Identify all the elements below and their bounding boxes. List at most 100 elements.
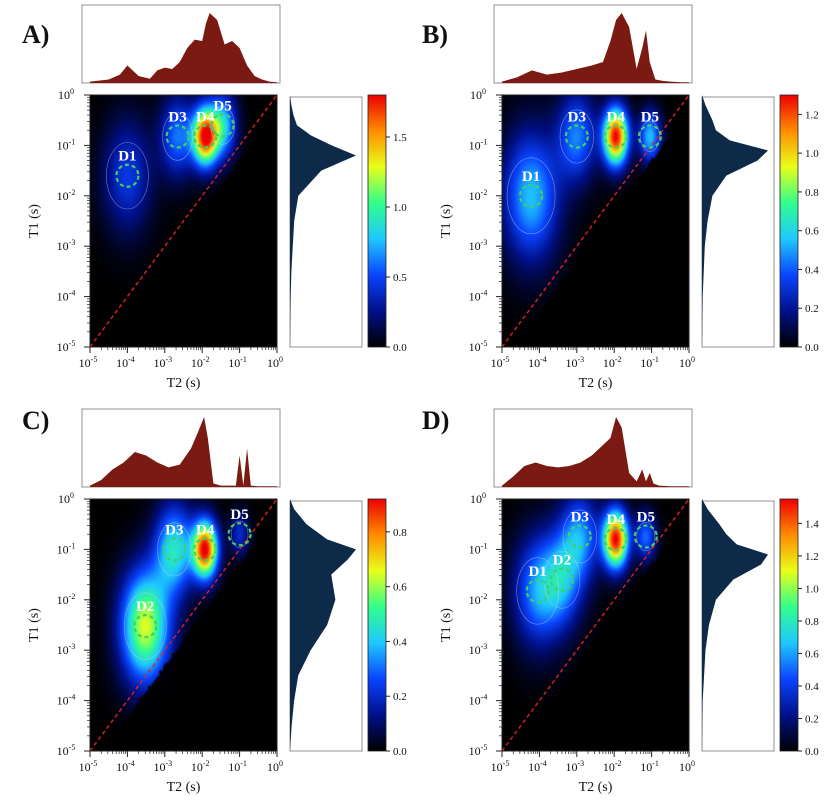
y-tick-label: 10-2 [469,188,488,203]
contour-line [106,142,149,210]
peak-circle-d3 [165,124,190,149]
y-tick-label: 100 [58,87,74,102]
colorbar-tick-label: 1.0 [805,583,819,595]
panel-c: D2 D3 D4 D5 10-5 10-4 10-3 10-2 10-1 100 10-5 10-4 1… [0,404,420,808]
chart-svg: D2 D3 D4 D5 10-5 10-4 10-3 10-2 10-1 100 10-5 10-4 1… [27,408,407,795]
t2-projection-curve [90,417,277,487]
x-tick-label: 10-3 [153,759,172,774]
contour-line [123,592,167,660]
peak-label-d1: D1 [522,169,540,185]
x-axis-label: T2 (s) [579,376,613,391]
colorbar-tick-label: 1.4 [805,518,819,530]
colorbar-tick-label: 0.0 [393,342,407,354]
t1-projection-curve [702,499,768,751]
x-tick-label: 10-5 [79,355,98,370]
x-tick-label: 10-2 [603,355,622,370]
peak-label-d3: D3 [571,510,589,526]
colorbar-tick-label: 0.5 [393,272,407,284]
panel-label: A) [22,20,50,49]
x-tick-label: 10-4 [116,355,135,370]
peak-label-d3: D3 [568,110,586,126]
contour-line [162,112,193,161]
y-tick-label: 10-5 [469,743,488,758]
y-tick-label: 10-2 [57,592,76,607]
t2-projection-curve [502,13,689,83]
y-tick-label: 10-3 [57,238,76,253]
x-tick-label: 100 [679,355,695,370]
peak-label-d4: D4 [196,522,215,538]
peak-circle-d4 [603,527,628,552]
x-axis-label: T2 (s) [579,780,613,795]
panel-d: D1 D2 D3 D4 D5 10-5 10-4 10-3 10-2 10-1 100 10-5 10-… [412,404,832,808]
plot-frame [89,94,278,348]
x-tick-label: 10-5 [491,355,510,370]
x-tick-label: 10-1 [640,355,659,370]
plot-frame [501,498,690,752]
diagonal-line [89,498,278,752]
colorbar-tick-label: 0.8 [805,616,819,628]
x-tick-label: 10-3 [565,355,584,370]
x-tick-label: 100 [267,759,283,774]
colorbar-tick-label: 0.6 [805,226,819,238]
colorbar-tick-label: 0.2 [805,713,819,725]
y-tick-label: 10-1 [469,541,488,556]
peak-label-d4: D4 [607,512,626,528]
colorbar-tick-label: 0.6 [805,648,819,660]
peak-circle-d3 [162,537,187,562]
x-tick-label: 10-4 [116,759,135,774]
contour-line [636,521,656,552]
y-tick-label: 10-3 [57,642,76,657]
x-tick-label: 10-3 [565,759,584,774]
x-tick-label: 100 [267,355,283,370]
y-tick-label: 10-4 [57,693,76,708]
x-tick-label: 10-2 [191,759,210,774]
colorbar-tick-label: 1.0 [805,148,819,160]
colorbar-tick-label: 0.0 [805,342,819,354]
x-tick-label: 10-1 [228,355,247,370]
t2-projection-curve [90,13,277,83]
peak-label-d4: D4 [607,110,626,126]
y-tick-label: 10-2 [469,592,488,607]
t1-projection-curve [702,95,768,347]
y-tick-label: 100 [58,491,74,506]
peak-circle-d5 [227,522,252,547]
contour-line [506,157,556,235]
peak-label-d5: D5 [213,98,231,114]
peak-circle-d4 [193,537,218,562]
colorbar-tick-label: 0.8 [393,527,407,539]
contour-line [194,531,217,567]
peak-label-d1: D1 [529,564,547,580]
peak-circle-d3 [567,524,592,549]
peak-circle-d2 [549,567,575,592]
diagonal-line [501,94,690,348]
y-tick-label: 10-4 [469,693,488,708]
peak-label-d2: D2 [136,599,154,615]
panel-label: C) [22,406,50,435]
chart-svg: D1 D3 D4 D5 10-5 10-4 10-3 10-2 10-1 100 10-5 10-4 1… [439,4,819,391]
peak-circle-d5 [210,113,235,138]
plot-frame [89,498,278,752]
diagonal-line [501,498,690,752]
x-axis-label: T2 (s) [167,780,201,795]
x-tick-label: 10-2 [603,759,622,774]
contour-line [559,109,594,164]
panel-a: D1 D3 D4 D5 10-5 10-4 10-3 10-2 10-1 100 10-5 10-4 1… [0,0,420,404]
panel-label: D) [422,406,450,435]
contour-line [562,509,597,564]
peak-circle-d5 [633,524,658,549]
colorbar-tick-label: 0.0 [393,746,407,758]
y-axis-label: T1 (s) [27,608,42,642]
y-tick-label: 10-5 [57,743,76,758]
peak-circle-d1 [519,183,544,208]
x-tick-label: 10-1 [228,759,247,774]
y-tick-label: 10-1 [57,541,76,556]
y-tick-label: 10-4 [57,289,76,304]
t2-projection-curve [502,417,689,487]
t1-projection-curve [290,95,356,347]
x-tick-label: 10-2 [191,355,210,370]
y-tick-label: 10-3 [469,642,488,657]
peak-label-d5: D5 [637,510,655,526]
peak-label-d5: D5 [230,507,248,523]
peak-circle-d5 [637,124,662,149]
y-tick-label: 10-3 [469,238,488,253]
